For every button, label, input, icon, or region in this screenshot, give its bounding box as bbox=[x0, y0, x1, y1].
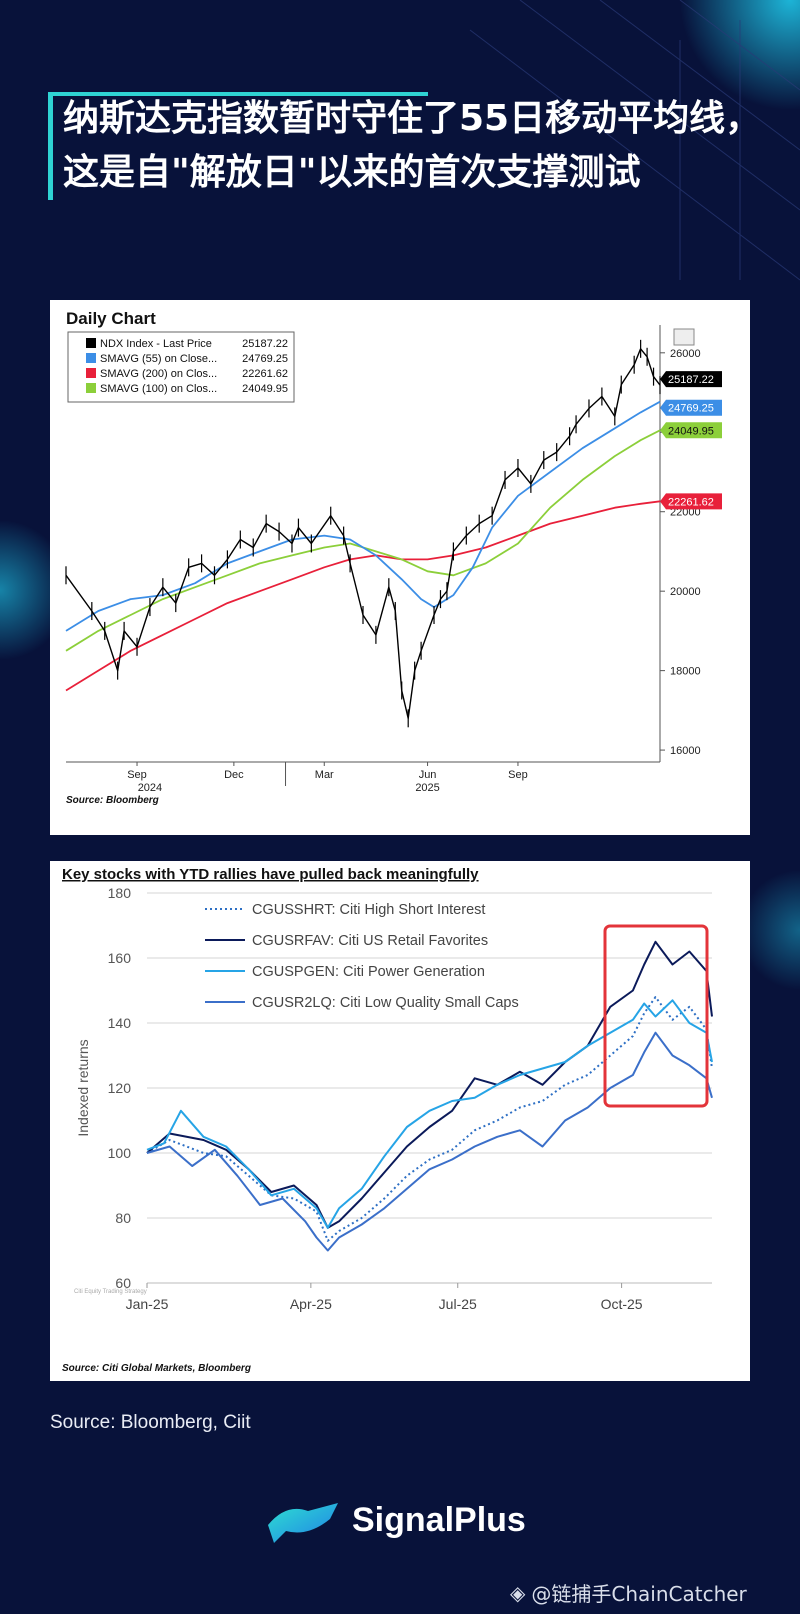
value-tag-label: 24049.95 bbox=[668, 425, 714, 437]
legend-label: CGUSSHRT: Citi High Short Interest bbox=[252, 902, 485, 918]
legend-label: SMAVG (100) on Clos... bbox=[100, 383, 217, 395]
daily-chart-card: Daily Chart16000180002000022000240002600… bbox=[50, 300, 750, 835]
x-tick-label: Apr-25 bbox=[290, 1296, 332, 1312]
signalplus-logo-icon bbox=[268, 1503, 338, 1543]
value-tag-label: 24769.25 bbox=[668, 403, 714, 415]
y-tick-label: 22000 bbox=[670, 507, 701, 519]
series-line-cguspgen bbox=[146, 999, 713, 1229]
chart-title: Key stocks with YTD rallies have pulled … bbox=[62, 866, 479, 883]
source-note: Source: Bloomberg, Ciit bbox=[50, 1412, 251, 1433]
legend-swatch bbox=[86, 368, 96, 378]
diamond-icon: ◈ bbox=[510, 1580, 526, 1605]
legend-label: SMAVG (200) on Clos... bbox=[100, 368, 217, 380]
series-line-cgusr2lq bbox=[146, 1031, 713, 1252]
y-tick-label: 18000 bbox=[670, 666, 701, 678]
legend-swatch bbox=[86, 383, 96, 393]
chart-type-icon bbox=[673, 328, 695, 346]
chart-title: Daily Chart bbox=[66, 309, 156, 328]
legend-value: 22261.62 bbox=[242, 368, 288, 380]
chaincatcher-watermark: ◈ @链捕手ChainCatcher bbox=[510, 1578, 747, 1607]
x-tick-label: Jun bbox=[419, 769, 437, 781]
legend-label: CGUSPGEN: Citi Power Generation bbox=[252, 964, 485, 980]
x-tick-label: Sep bbox=[127, 769, 147, 781]
x-tick-label: Jan-25 bbox=[126, 1296, 169, 1312]
chart-source: Source: Citi Global Markets, Bloomberg bbox=[62, 1363, 251, 1374]
watermark-text: @链捕手ChainCatcher bbox=[531, 1582, 747, 1606]
legend-swatch bbox=[86, 338, 96, 348]
value-tag bbox=[660, 422, 722, 439]
legend-value: 24769.25 bbox=[242, 353, 288, 365]
key-stocks-card: Key stocks with YTD rallies have pulled … bbox=[50, 861, 750, 1381]
y-axis-label: Indexed returns bbox=[75, 1039, 91, 1136]
legend-box bbox=[67, 331, 295, 403]
headline-text: 纳斯达克指数暂时守住了55日移动平均线，这是自"解放日"以来的首次支撑测试 bbox=[63, 98, 762, 193]
value-tag-label: 25187.22 bbox=[668, 374, 714, 386]
y-tick-label: 20000 bbox=[670, 586, 701, 598]
citi-watermark: Citi Equity Trading Strategy bbox=[74, 1289, 147, 1295]
x-tick-label: Mar bbox=[315, 769, 334, 781]
y-tick-label: 140 bbox=[108, 1015, 132, 1031]
y-tick-label: 120 bbox=[108, 1080, 132, 1096]
brand-name: SignalPlus bbox=[352, 1500, 526, 1539]
y-tick-label: 100 bbox=[108, 1145, 132, 1161]
x-tick-label: Oct-25 bbox=[601, 1296, 643, 1312]
series-line-smavg-55- bbox=[65, 400, 661, 632]
series-line-cgusrfav bbox=[146, 940, 713, 1229]
legend-label: CGUSR2LQ: Citi Low Quality Small Caps bbox=[252, 995, 519, 1011]
y-tick-label: 80 bbox=[115, 1210, 131, 1226]
value-tag bbox=[660, 371, 722, 388]
x-tick-label: Dec bbox=[224, 769, 244, 781]
y-tick-label: 160 bbox=[108, 950, 132, 966]
legend-value: 24049.95 bbox=[242, 383, 288, 395]
year-label: 2024 bbox=[138, 782, 162, 794]
series-line-ndx-index-last-price bbox=[65, 348, 661, 719]
y-tick-label: 16000 bbox=[670, 745, 701, 757]
series-line-smavg-100- bbox=[65, 429, 661, 652]
highlight-box bbox=[603, 924, 709, 1108]
title-accent-bar bbox=[48, 92, 428, 96]
legend: NDX Index - Last Price 25187.22 SMAVG (55)… bbox=[67, 331, 295, 403]
legend-label: NDX Index - Last Price bbox=[100, 338, 212, 350]
value-tag bbox=[660, 493, 722, 510]
year-label: 2025 bbox=[415, 782, 439, 794]
value-tag bbox=[660, 399, 722, 416]
legend-swatch bbox=[86, 353, 96, 363]
legend-value: 25187.22 bbox=[242, 338, 288, 350]
y-tick-label: 180 bbox=[108, 885, 132, 901]
y-tick-label: 60 bbox=[115, 1275, 131, 1291]
legend-label: SMAVG (55) on Close... bbox=[100, 353, 217, 365]
chart-source: Source: Bloomberg bbox=[66, 795, 159, 806]
key-stocks-chart: Key stocks with YTD rallies have pulled … bbox=[62, 866, 713, 1374]
series-line-cgusshrt bbox=[146, 996, 713, 1242]
value-tag-label: 22261.62 bbox=[668, 496, 714, 508]
headline: 纳斯达克指数暂时守住了55日移动平均线，这是自"解放日"以来的首次支撑测试 bbox=[48, 92, 763, 200]
x-tick-label: Jul-25 bbox=[439, 1296, 477, 1312]
brand-logo: SignalPlus bbox=[268, 1497, 526, 1543]
legend-label: CGUSRFAV: Citi US Retail Favorites bbox=[252, 933, 488, 949]
y-tick-label: 26000 bbox=[670, 348, 701, 360]
x-tick-label: Sep bbox=[508, 769, 528, 781]
daily-chart: Daily Chart16000180002000022000240002600… bbox=[65, 309, 722, 806]
